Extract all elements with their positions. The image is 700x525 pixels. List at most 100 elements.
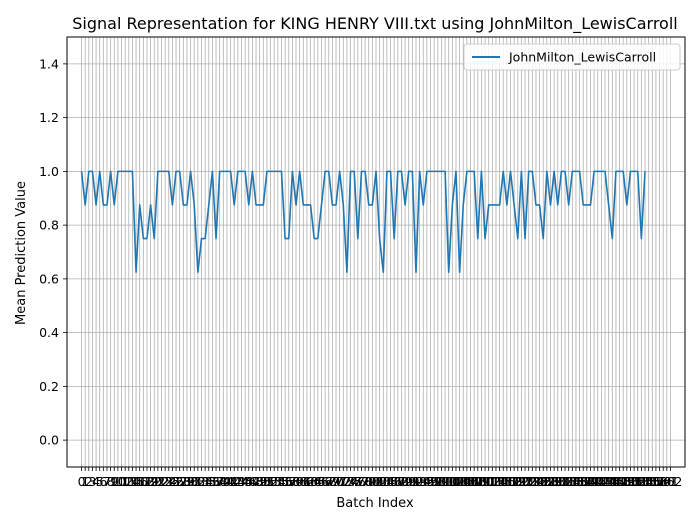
x-tick-label: 149 xyxy=(611,474,635,489)
x-tick-label: 34 xyxy=(197,474,213,489)
x-tick-label: 130 xyxy=(542,474,566,489)
x-tick-label: 160 xyxy=(651,474,675,489)
y-tick-label: 1.0 xyxy=(39,164,59,179)
x-tick-label: 114 xyxy=(484,474,508,489)
x-tick-label: 12 xyxy=(117,474,133,489)
x-tick-label: 20 xyxy=(146,474,162,489)
y-tick-label: 0.2 xyxy=(39,379,59,394)
x-tick-label: 78 xyxy=(357,474,373,489)
x-tick-label: 24 xyxy=(161,474,177,489)
x-tick-label: 154 xyxy=(629,474,653,489)
x-tick-label: 105 xyxy=(451,474,475,489)
x-tick-label: 7 xyxy=(103,474,111,489)
x-tick-label: 81 xyxy=(368,474,384,489)
x-tick-label: 122 xyxy=(513,474,537,489)
x-tick-label: 55 xyxy=(274,474,290,489)
x-axis-ticks: 0123456789101112131415161718192021222324… xyxy=(78,467,682,489)
x-tick-label: 84 xyxy=(379,474,395,489)
x-tick-label: 136 xyxy=(564,474,588,489)
x-tick-label: 13 xyxy=(121,474,137,489)
x-tick-label: 85 xyxy=(383,474,399,489)
x-tick-label: 16 xyxy=(132,474,148,489)
x-tick-label: 46 xyxy=(241,474,257,489)
series-line xyxy=(80,170,646,273)
x-tick-label: 64 xyxy=(306,474,322,489)
x-tick-label: 26 xyxy=(168,474,184,489)
x-tick-label: 50 xyxy=(255,474,271,489)
x-tick-label: 72 xyxy=(335,474,351,489)
x-tick-label: 99 xyxy=(433,474,449,489)
x-tick-label: 33 xyxy=(194,474,210,489)
x-tick-label: 18 xyxy=(139,474,155,489)
x-tick-label: 14 xyxy=(124,474,140,489)
x-tick-label: 88 xyxy=(393,474,409,489)
x-tick-label: 52 xyxy=(263,474,279,489)
x-tick-label: 59 xyxy=(288,474,304,489)
x-tick-label: 25 xyxy=(164,474,180,489)
x-tick-label: 65 xyxy=(310,474,326,489)
x-tick-label: 151 xyxy=(619,474,643,489)
x-tick-label: 92 xyxy=(408,474,424,489)
x-tick-label: 91 xyxy=(404,474,420,489)
y-tick-label: 0.8 xyxy=(39,218,59,233)
x-tick-label: 141 xyxy=(582,474,606,489)
x-tick-label: 22 xyxy=(154,474,170,489)
x-tick-label: 83 xyxy=(375,474,391,489)
x-tick-label: 49 xyxy=(252,474,268,489)
x-tick-label: 56 xyxy=(277,474,293,489)
x-tick-label: 39 xyxy=(215,474,231,489)
x-tick-label: 120 xyxy=(506,474,530,489)
x-tick-label: 40 xyxy=(219,474,235,489)
x-tick-label: 60 xyxy=(292,474,308,489)
series-lines xyxy=(80,170,646,273)
x-tick-label: 116 xyxy=(491,474,515,489)
x-tick-label: 111 xyxy=(473,474,497,489)
x-tick-label: 63 xyxy=(303,474,319,489)
x-tick-label: 102 xyxy=(440,474,464,489)
x-tick-label: 32 xyxy=(190,474,206,489)
x-tick-label: 133 xyxy=(553,474,577,489)
x-tick-label: 21 xyxy=(150,474,166,489)
x-tick-label: 110 xyxy=(469,474,493,489)
x-tick-label: 35 xyxy=(201,474,217,489)
x-tick-label: 115 xyxy=(488,474,512,489)
x-tick-label: 94 xyxy=(415,474,431,489)
x-tick-label: 95 xyxy=(419,474,435,489)
x-tick-label: 148 xyxy=(608,474,632,489)
x-tick-label: 113 xyxy=(480,474,504,489)
x-tick-label: 28 xyxy=(175,474,191,489)
x-tick-label: 156 xyxy=(637,474,661,489)
x-tick-label: 86 xyxy=(386,474,402,489)
legend-label: JohnMilton_LewisCarroll xyxy=(508,50,656,65)
x-tick-label: 5 xyxy=(96,474,104,489)
x-tick-label: 144 xyxy=(593,474,617,489)
x-tick-label: 118 xyxy=(499,474,523,489)
x-tick-label: 51 xyxy=(259,474,275,489)
x-tick-label: 129 xyxy=(539,474,563,489)
legend: JohnMilton_LewisCarroll xyxy=(463,43,681,71)
x-tick-label: 57 xyxy=(281,474,297,489)
x-tick-label: 67 xyxy=(317,474,333,489)
x-tick-label: 48 xyxy=(248,474,264,489)
y-tick-label: 0.0 xyxy=(39,433,59,448)
x-tick-label: 38 xyxy=(212,474,228,489)
x-tick-label: 68 xyxy=(321,474,337,489)
x-tick-label: 139 xyxy=(575,474,599,489)
x-tick-label: 42 xyxy=(226,474,242,489)
x-tick-label: 158 xyxy=(644,474,668,489)
x-tick-label: 96 xyxy=(423,474,439,489)
x-tick-label: 134 xyxy=(557,474,581,489)
x-tick-label: 44 xyxy=(234,474,250,489)
x-tick-label: 132 xyxy=(549,474,573,489)
x-tick-label: 150 xyxy=(615,474,639,489)
chart-title: Signal Representation for KING HENRY VII… xyxy=(72,14,677,34)
x-tick-label: 142 xyxy=(586,474,610,489)
x-tick-label: 137 xyxy=(568,474,592,489)
x-tick-label: 143 xyxy=(589,474,613,489)
x-tick-label: 58 xyxy=(284,474,300,489)
x-tick-label: 125 xyxy=(524,474,548,489)
x-tick-label: 155 xyxy=(633,474,657,489)
x-tick-label: 75 xyxy=(346,474,362,489)
legend-box xyxy=(463,43,681,71)
x-tick-label: 8 xyxy=(107,474,115,489)
